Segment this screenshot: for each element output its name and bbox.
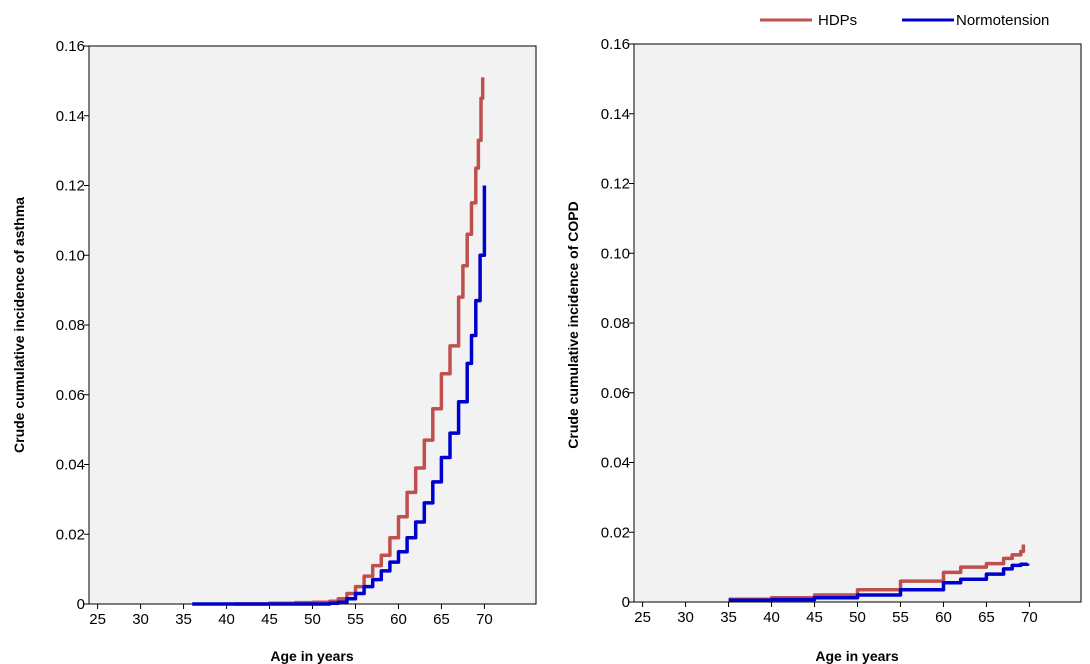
x-axis-title-asthma: Age in years (270, 648, 353, 664)
y-tick-label-copd: 0.02 (601, 524, 630, 541)
x-tick-label-asthma: 50 (304, 611, 321, 628)
chart-panel-asthma: 0 0.02 0.04 0.06 0.08 0.10 0.12 0.14 0.16 25 30 35… (11, 38, 537, 664)
x-tick-label-copd: 65 (978, 609, 995, 626)
y-tick-label-copd: 0.08 (601, 315, 630, 332)
legend: HDPs Normotension (760, 12, 1049, 29)
x-tick-label-asthma: 40 (218, 611, 235, 628)
x-tick-label-copd: 70 (1021, 609, 1038, 626)
y-tick-label-copd: 0.06 (601, 385, 630, 402)
x-tick-label-asthma: 35 (175, 611, 192, 628)
y-axis-copd: 0 0.02 0.04 0.06 0.08 0.10 0.12 0.14 0.16 (601, 36, 634, 611)
series-line-normotension-asthma (192, 185, 487, 606)
x-tick-label-asthma: 60 (390, 611, 407, 628)
y-tick-label-asthma: 0.06 (56, 387, 85, 404)
y-tick-label-copd: 0.10 (601, 245, 630, 262)
y-axis-asthma: 0 0.02 0.04 0.06 0.08 0.10 0.12 0.14 0.16 (56, 38, 89, 613)
y-axis-title-copd: Crude cumulative incidence of COPD (565, 201, 581, 448)
y-tick-label-copd: 0.12 (601, 176, 630, 193)
legend-label-hdps: HDPs (818, 12, 857, 29)
x-tick-label-asthma: 30 (132, 611, 149, 628)
x-tick-label-asthma: 70 (476, 611, 493, 628)
x-tick-label-copd: 25 (634, 609, 651, 626)
y-tick-label-copd: 0.04 (601, 455, 630, 472)
series-line-hdps-asthma (235, 77, 485, 606)
x-tick-label-copd: 45 (806, 609, 823, 626)
x-tick-label-copd: 55 (892, 609, 909, 626)
x-axis-title-copd: Age in years (815, 648, 898, 664)
x-tick-label-copd: 30 (677, 609, 694, 626)
y-tick-label-asthma: 0.04 (56, 457, 85, 474)
chart-panel-copd: 0 0.02 0.04 0.06 0.08 0.10 0.12 0.14 0.16 25 30 35… (565, 36, 1082, 664)
y-tick-label-asthma: 0.02 (56, 526, 85, 543)
series-group-asthma (192, 77, 487, 606)
legend-label-normotension: Normotension (956, 12, 1049, 29)
series-group-copd (728, 544, 1030, 603)
x-tick-label-asthma: 25 (89, 611, 106, 628)
x-tick-label-asthma: 45 (261, 611, 278, 628)
y-tick-label-asthma: 0.14 (56, 108, 85, 125)
y-tick-label-asthma: 0.08 (56, 317, 85, 334)
y-tick-label-asthma: 0 (77, 596, 85, 613)
x-tick-label-copd: 40 (763, 609, 780, 626)
series-line-normotension-copd (728, 562, 1030, 603)
x-tick-label-asthma: 65 (433, 611, 450, 628)
x-tick-label-asthma: 55 (347, 611, 364, 628)
y-tick-label-asthma: 0.12 (56, 178, 85, 195)
series-line-hdps-copd (728, 544, 1026, 601)
y-tick-label-copd: 0.16 (601, 36, 630, 53)
y-tick-label-asthma: 0.10 (56, 247, 85, 264)
y-tick-label-copd: 0.14 (601, 106, 630, 123)
plot-area-copd (633, 43, 1082, 603)
y-axis-title-asthma: Crude cumulative incidence of asthma (11, 197, 27, 453)
y-tick-label-copd: 0 (622, 594, 630, 611)
x-tick-label-copd: 60 (935, 609, 952, 626)
y-tick-label-asthma: 0.16 (56, 38, 85, 55)
x-tick-label-copd: 35 (720, 609, 737, 626)
x-tick-label-copd: 50 (849, 609, 866, 626)
plot-area-asthma (88, 45, 537, 605)
x-axis-copd: 25 30 35 40 45 50 55 60 65 70 (634, 602, 1038, 626)
x-axis-asthma: 25 30 35 40 45 50 55 60 65 70 (89, 604, 493, 628)
